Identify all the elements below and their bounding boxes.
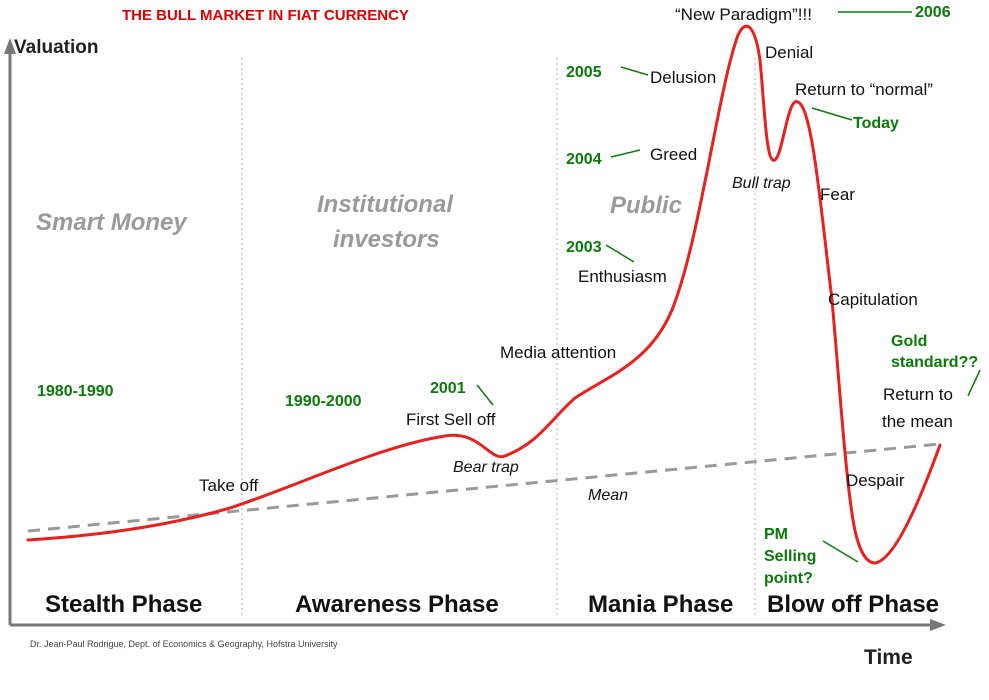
connector-2003	[605, 244, 635, 263]
label-bear-trap: Bear trap	[453, 459, 519, 476]
label-return-to-normal: Return to “normal”	[795, 80, 933, 99]
label-enthusiasm: Enthusiasm	[578, 267, 667, 286]
chart-title: THE BULL MARKET IN FIAT CURRENCY	[122, 7, 409, 24]
phase-mania: Mania Phase	[588, 591, 733, 618]
phase-stealth: Stealth Phase	[45, 591, 202, 618]
group-institutional: Institutional	[317, 191, 454, 218]
label-denial: Denial	[765, 43, 813, 62]
phase-dividers	[241, 58, 756, 617]
annotation-2005: 2005	[566, 64, 602, 81]
connector-pm	[822, 540, 859, 563]
annotation-2004: 2004	[566, 151, 602, 168]
annotation-gold-line1: Gold	[891, 333, 927, 350]
label-greed: Greed	[650, 145, 697, 164]
connector-2004	[610, 149, 641, 158]
annotation-today: Today	[853, 115, 899, 132]
label-return-to: Return to	[883, 385, 953, 404]
connector-2001	[476, 384, 494, 406]
connector-gold	[967, 369, 981, 397]
label-media-attention: Media attention	[500, 343, 616, 362]
group-investors: investors	[333, 226, 440, 253]
group-public: Public	[610, 192, 682, 219]
annotation-pm-line2: Selling	[764, 548, 816, 565]
valuation-curve	[26, 24, 942, 565]
group-smart-money: Smart Money	[36, 209, 188, 236]
phase-awareness: Awareness Phase	[295, 591, 499, 618]
credit-line: Dr. Jean-Paul Rodrigue, Dept. of Economi…	[30, 639, 338, 649]
annotation-2003: 2003	[566, 239, 602, 256]
y-axis-arrowhead	[4, 38, 16, 54]
connector-today	[811, 107, 853, 121]
label-bull-trap: Bull trap	[732, 175, 791, 192]
mean-label: Mean	[588, 487, 628, 504]
x-axis-arrowhead	[930, 619, 946, 631]
label-first-sell-off: First Sell off	[406, 410, 496, 429]
annotation-gold-line2: standard??	[891, 354, 978, 371]
label-the-mean: the mean	[882, 412, 953, 431]
mean-line	[27, 442, 941, 533]
phase-blow-off: Blow off Phase	[767, 591, 939, 618]
annotation-2001: 2001	[430, 380, 466, 397]
annotation-2006: 2006	[915, 4, 951, 21]
annotation-1980-1990: 1980-1990	[37, 383, 114, 400]
label-take-off: Take off	[199, 476, 259, 495]
label-despair: Despair	[846, 471, 905, 490]
connector-2005	[620, 66, 649, 76]
axes	[4, 38, 946, 631]
annotations: 1980-1990 1990-2000 2001 2003 2004 2005 …	[37, 4, 978, 587]
y-axis-label: Valuation	[14, 37, 98, 58]
label-new-paradigm: “New Paradigm”!!!	[675, 5, 812, 24]
annotation-connectors	[476, 11, 981, 563]
label-delusion: Delusion	[650, 68, 716, 87]
label-fear: Fear	[820, 185, 855, 204]
annotation-pm-line1: PM	[764, 526, 788, 543]
x-axis-label: Time	[864, 646, 913, 669]
annotation-pm-line3: point?	[764, 570, 813, 587]
label-capitulation: Capitulation	[828, 290, 918, 309]
annotation-1990-2000: 1990-2000	[285, 393, 362, 410]
